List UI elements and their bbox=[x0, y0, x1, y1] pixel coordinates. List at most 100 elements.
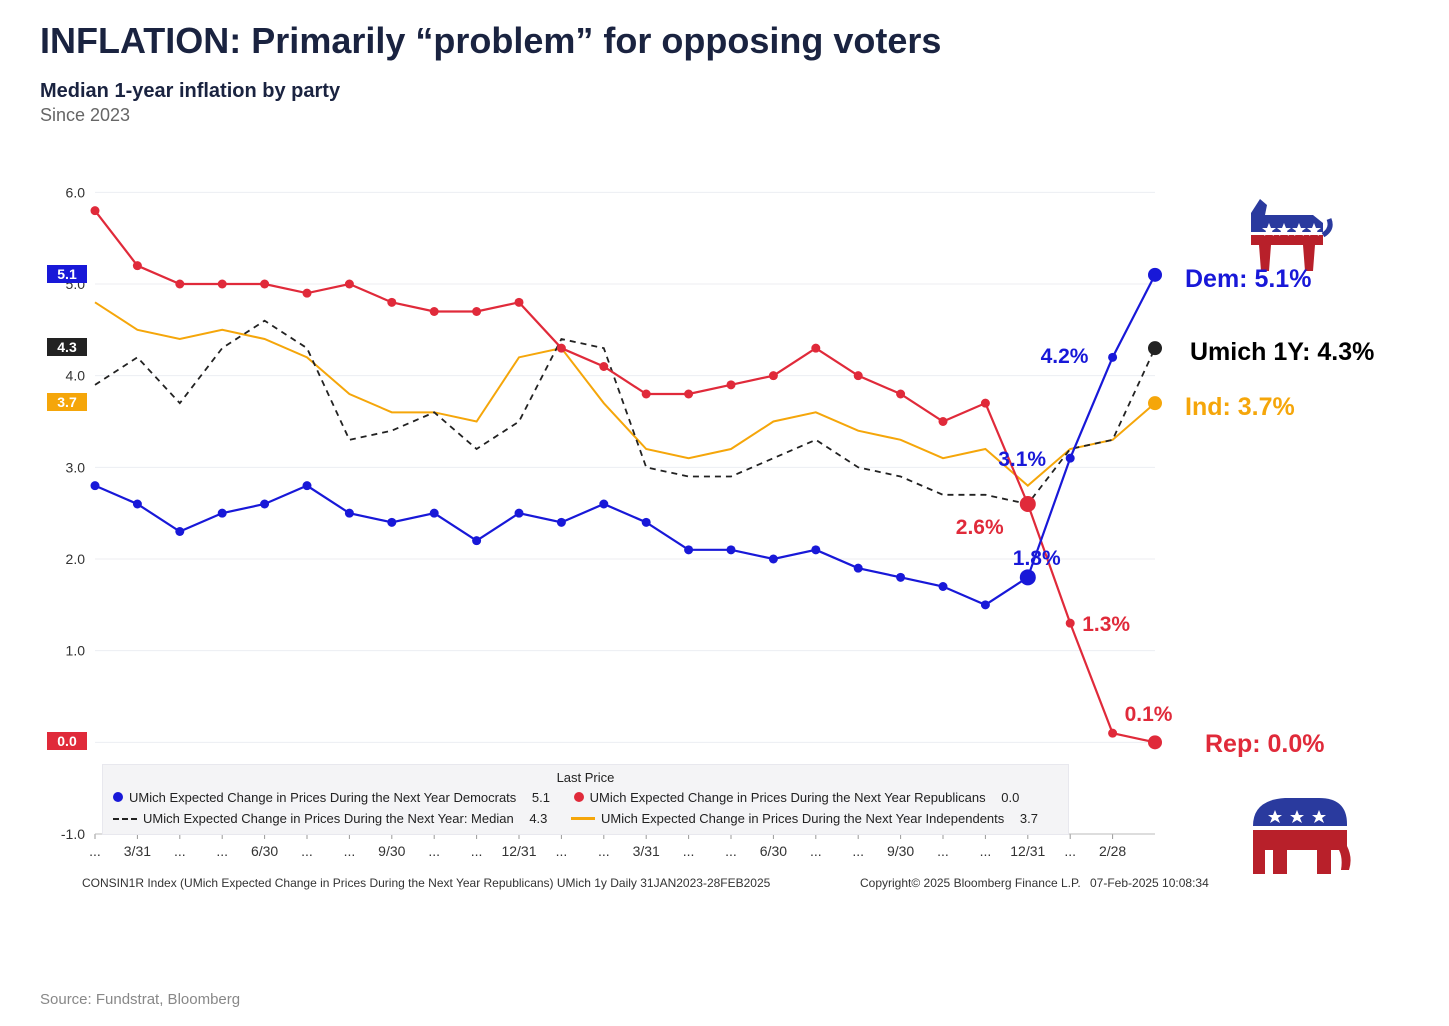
xtick-label: ... bbox=[344, 843, 356, 859]
series-callout-rep: Rep: 0.0% bbox=[1205, 730, 1324, 759]
y-value-tag: 4.3 bbox=[47, 338, 87, 356]
series-line-median bbox=[95, 321, 1155, 504]
series-marker-dem bbox=[981, 600, 990, 609]
xtick-label: ... bbox=[980, 843, 992, 859]
ytick-label: 6.0 bbox=[66, 184, 86, 200]
xtick-label: ... bbox=[725, 843, 737, 859]
y-value-tag: 0.0 bbox=[47, 732, 87, 750]
xtick-label: ... bbox=[852, 843, 864, 859]
series-marker-dem bbox=[303, 481, 312, 490]
legend-item-ind: UMich Expected Change in Prices During t… bbox=[571, 810, 1038, 828]
series-marker-rep bbox=[472, 307, 481, 316]
xtick-label: ... bbox=[174, 843, 186, 859]
ytick-label: 2.0 bbox=[66, 551, 86, 567]
xtick-label: ... bbox=[598, 843, 610, 859]
legend-item-dem: UMich Expected Change in Prices During t… bbox=[113, 789, 550, 807]
page-title: INFLATION: Primarily “problem” for oppos… bbox=[40, 20, 1409, 62]
inline-value-label: 3.1% bbox=[998, 448, 1046, 472]
end-dot-dem bbox=[1020, 569, 1036, 585]
series-line-rep bbox=[95, 211, 1155, 743]
series-marker-dem bbox=[727, 545, 736, 554]
xtick-label: ... bbox=[428, 843, 440, 859]
series-marker-dem bbox=[896, 573, 905, 582]
series-marker-dem bbox=[939, 582, 948, 591]
series-marker-rep bbox=[896, 390, 905, 399]
chart-subtitle: Median 1-year inflation by party bbox=[40, 80, 1409, 103]
legend-box: Last Price UMich Expected Change in Pric… bbox=[102, 764, 1069, 835]
series-line-ind bbox=[95, 302, 1155, 485]
chart-date-range: Since 2023 bbox=[40, 105, 1409, 126]
series-marker-dem bbox=[811, 545, 820, 554]
series-marker-rep bbox=[599, 362, 608, 371]
end-dot-dem bbox=[1148, 268, 1162, 282]
series-marker-rep bbox=[727, 380, 736, 389]
legend-header: Last Price bbox=[113, 769, 1058, 787]
xtick-label: 6/30 bbox=[251, 843, 278, 859]
series-marker-rep bbox=[345, 280, 354, 289]
series-marker-rep bbox=[218, 280, 227, 289]
xtick-label: ... bbox=[683, 843, 695, 859]
series-marker-dem bbox=[430, 509, 439, 518]
xtick-label: ... bbox=[810, 843, 822, 859]
xtick-label: 2/28 bbox=[1099, 843, 1126, 859]
series-marker-rep bbox=[981, 399, 990, 408]
ytick-label: 1.0 bbox=[66, 643, 86, 659]
inline-value-label: 1.8% bbox=[1013, 547, 1061, 571]
series-marker-rep bbox=[811, 344, 820, 353]
xtick-label: ... bbox=[1064, 843, 1076, 859]
chart-container: -1.00.01.02.03.04.05.06.0...3/31......6/… bbox=[40, 134, 1409, 934]
xtick-label: 3/31 bbox=[633, 843, 660, 859]
series-marker-dem bbox=[557, 518, 566, 527]
xtick-label: ... bbox=[216, 843, 228, 859]
elephant-icon bbox=[1245, 784, 1355, 884]
source-footer: Source: Fundstrat, Bloomberg bbox=[40, 991, 240, 1008]
inline-value-label: 0.1% bbox=[1125, 703, 1173, 727]
series-marker-dem bbox=[1108, 353, 1117, 362]
series-marker-rep bbox=[133, 261, 142, 270]
series-marker-dem bbox=[642, 518, 651, 527]
ytick-label: -1.0 bbox=[61, 826, 85, 842]
xtick-label: 12/31 bbox=[501, 843, 536, 859]
xtick-label: ... bbox=[937, 843, 949, 859]
series-marker-dem bbox=[387, 518, 396, 527]
series-marker-rep bbox=[175, 280, 184, 289]
xtick-label: ... bbox=[89, 843, 101, 859]
series-marker-dem bbox=[515, 509, 524, 518]
y-value-tag: 3.7 bbox=[47, 393, 87, 411]
series-marker-rep bbox=[557, 344, 566, 353]
series-marker-rep bbox=[642, 390, 651, 399]
series-marker-rep bbox=[430, 307, 439, 316]
xtick-label: ... bbox=[471, 843, 483, 859]
inline-value-label: 4.2% bbox=[1041, 345, 1089, 369]
end-dot-ind bbox=[1148, 396, 1162, 410]
legend-item-rep: UMich Expected Change in Prices During t… bbox=[574, 789, 1020, 807]
series-marker-rep bbox=[854, 371, 863, 380]
series-marker-rep bbox=[769, 371, 778, 380]
series-marker-dem bbox=[91, 481, 100, 490]
end-dot-median bbox=[1148, 341, 1162, 355]
series-marker-dem bbox=[684, 545, 693, 554]
legend-item-median: UMich Expected Change in Prices During t… bbox=[113, 810, 547, 828]
series-line-dem bbox=[95, 275, 1155, 605]
series-callout-median: Umich 1Y: 4.3% bbox=[1190, 338, 1374, 367]
inline-value-label: 2.6% bbox=[956, 516, 1004, 540]
end-dot-rep bbox=[1020, 496, 1036, 512]
series-marker-dem bbox=[472, 536, 481, 545]
ytick-label: 4.0 bbox=[66, 368, 86, 384]
series-marker-rep bbox=[303, 289, 312, 298]
series-marker-dem bbox=[133, 500, 142, 509]
xtick-label: 6/30 bbox=[760, 843, 787, 859]
series-marker-dem bbox=[854, 564, 863, 573]
ytick-label: 3.0 bbox=[66, 459, 86, 475]
series-marker-dem bbox=[260, 500, 269, 509]
xtick-label: 3/31 bbox=[124, 843, 151, 859]
inline-value-label: 1.3% bbox=[1082, 613, 1130, 637]
bloomberg-timestamp: 07-Feb-2025 10:08:34 bbox=[1090, 876, 1209, 890]
series-marker-dem bbox=[599, 500, 608, 509]
series-marker-dem bbox=[1066, 454, 1075, 463]
series-marker-rep bbox=[91, 206, 100, 215]
end-dot-rep bbox=[1148, 735, 1162, 749]
series-marker-dem bbox=[769, 555, 778, 564]
series-callout-dem: Dem: 5.1% bbox=[1185, 265, 1311, 294]
series-marker-rep bbox=[684, 390, 693, 399]
